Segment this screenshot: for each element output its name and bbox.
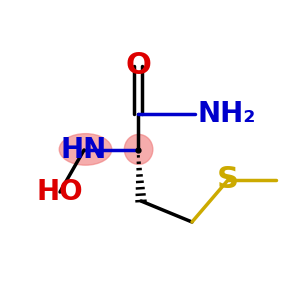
Text: NH₂: NH₂ <box>198 100 256 128</box>
Ellipse shape <box>124 134 153 164</box>
Ellipse shape <box>59 134 112 165</box>
Text: O: O <box>125 52 151 80</box>
Text: S: S <box>217 166 239 194</box>
Text: HN: HN <box>61 136 107 164</box>
Text: HO: HO <box>37 178 83 206</box>
